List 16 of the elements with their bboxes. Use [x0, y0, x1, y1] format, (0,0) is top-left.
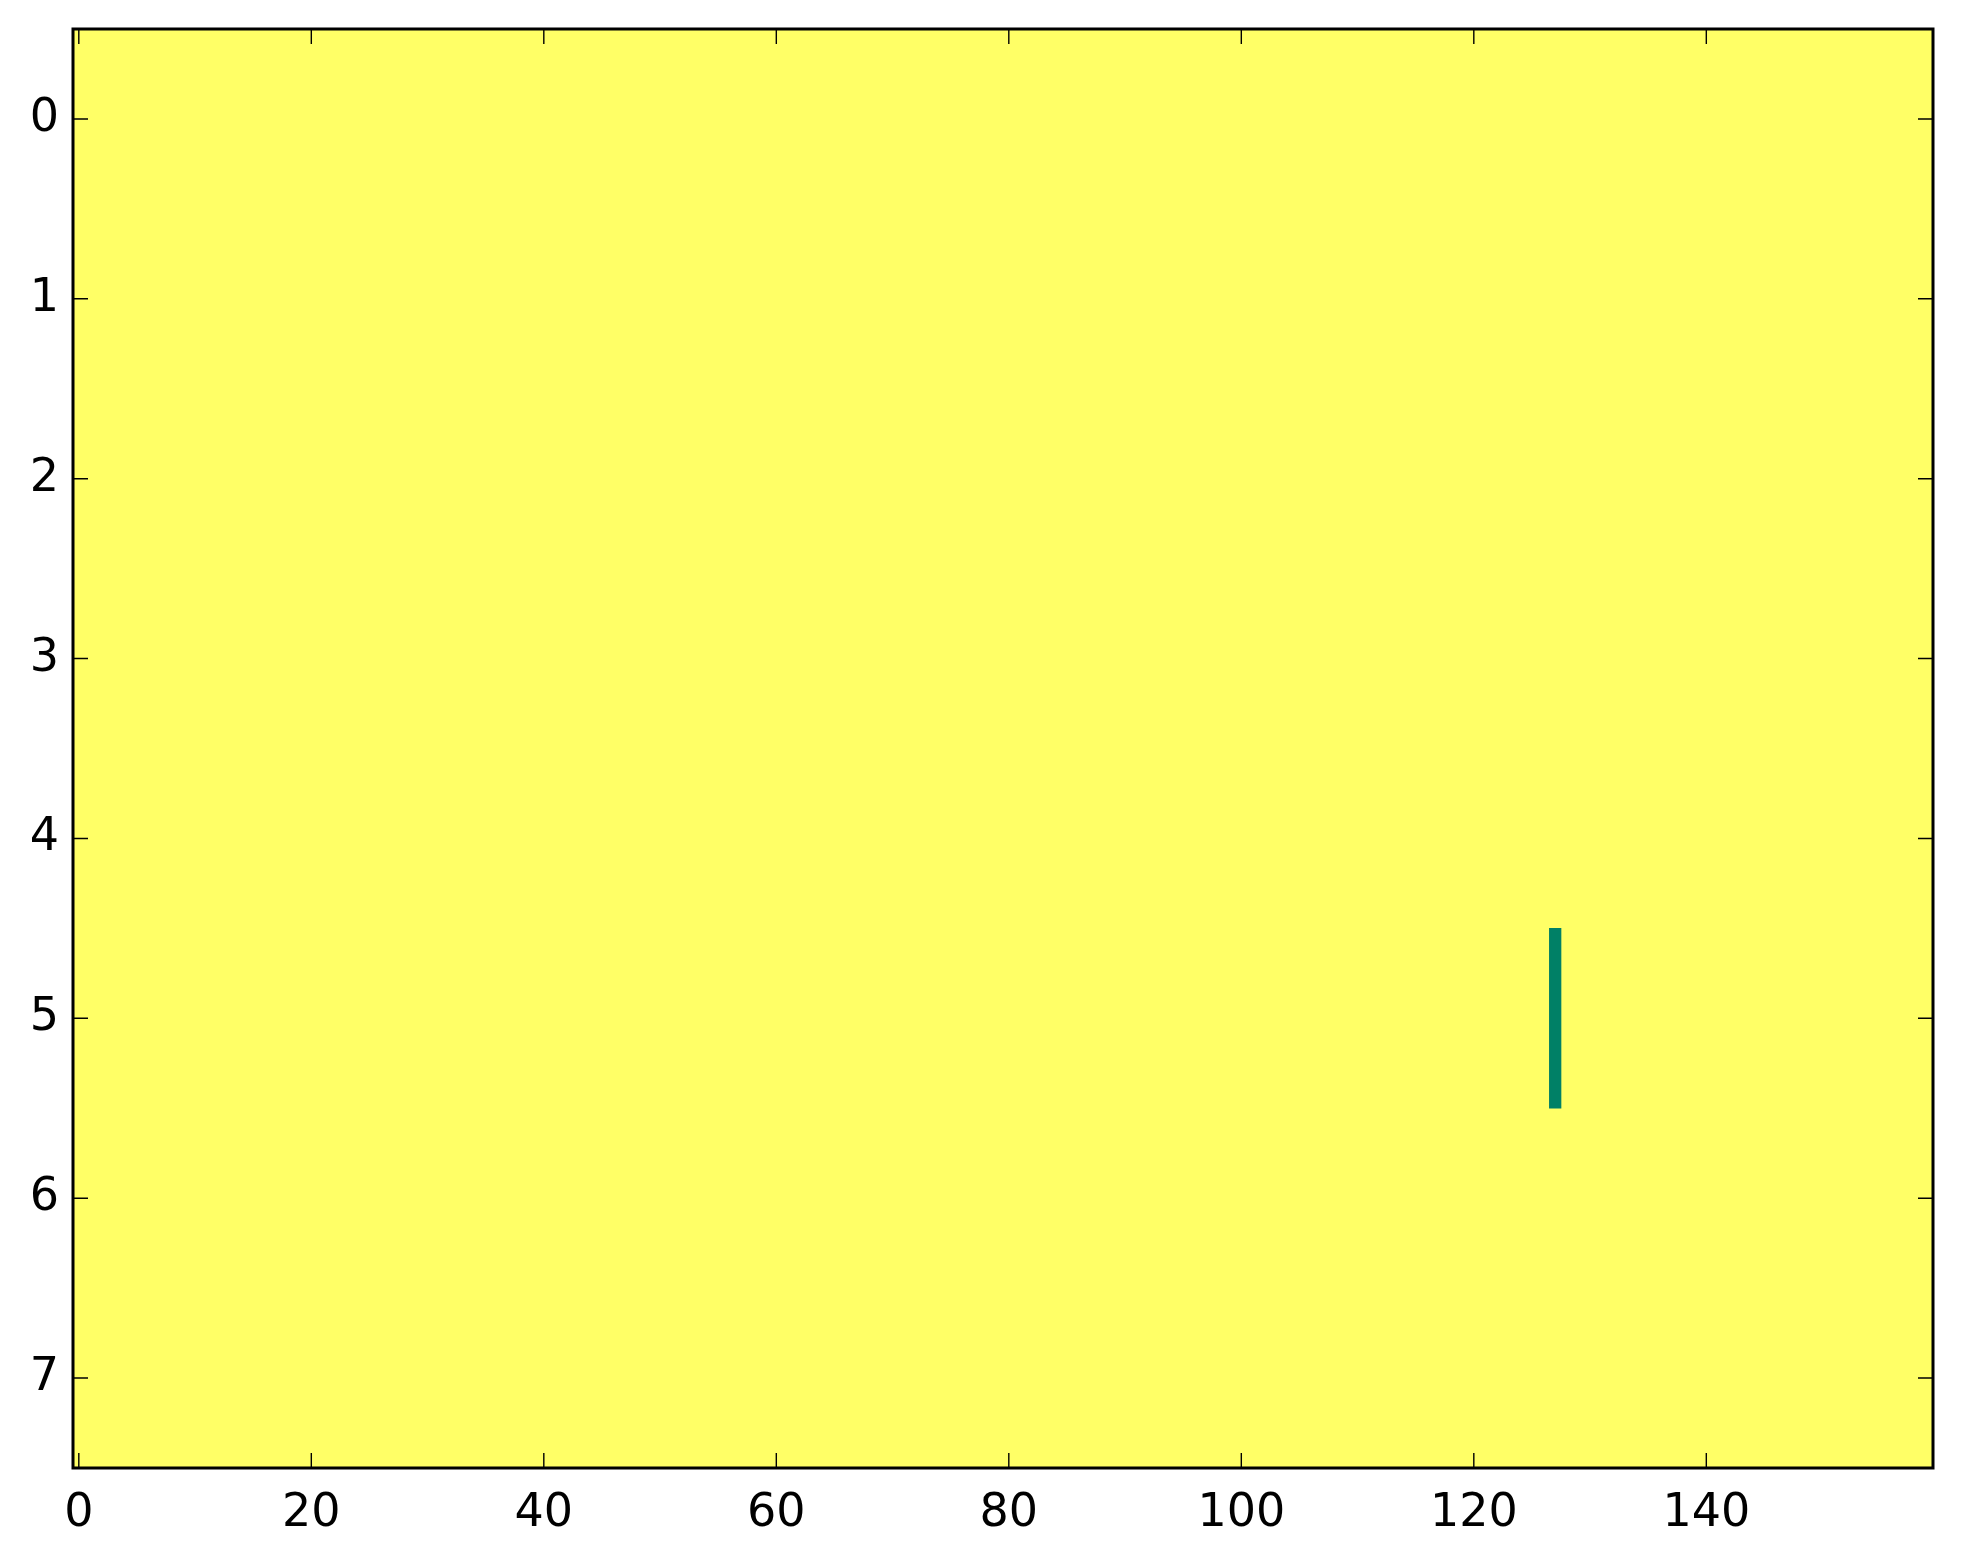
- x-tick-label: 80: [979, 1482, 1039, 1537]
- y-tick-label: 5: [29, 987, 59, 1042]
- x-tick-label: 60: [747, 1482, 806, 1537]
- x-tick-label: 0: [64, 1482, 94, 1537]
- y-tick-label: 1: [29, 267, 59, 322]
- x-tick-label: 140: [1662, 1482, 1751, 1537]
- y-tick-label: 3: [29, 627, 59, 682]
- x-tick-label: 20: [282, 1482, 341, 1537]
- x-tick-label: 100: [1197, 1482, 1286, 1537]
- x-tick-label: 120: [1429, 1482, 1518, 1537]
- y-tick-label: 2: [29, 447, 59, 502]
- x-tick-label: 40: [514, 1482, 574, 1537]
- y-tick-label: 6: [29, 1167, 59, 1222]
- y-tick-label: 4: [29, 807, 59, 862]
- y-tick-label: 7: [29, 1347, 59, 1402]
- y-tick-label: 0: [29, 87, 59, 142]
